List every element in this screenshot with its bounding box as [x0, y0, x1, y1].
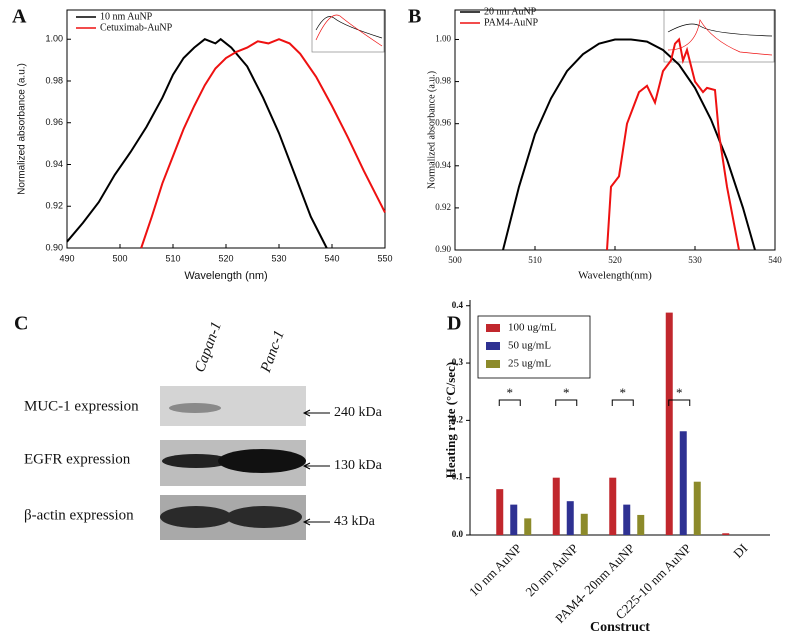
- legend-label: 100 ug/mL: [508, 322, 557, 334]
- data-line: [140, 38, 386, 249]
- bar: [566, 501, 574, 535]
- lane-label: Panc-1: [258, 328, 288, 375]
- bar: [510, 504, 518, 535]
- significance-bracket: [611, 399, 634, 406]
- significance-bracket: [668, 399, 691, 406]
- panel-label: C: [14, 313, 28, 335]
- legend-swatch: [486, 324, 500, 332]
- plot-frame: [454, 9, 776, 251]
- lane-label: Capan-1: [192, 320, 225, 375]
- data-line: [502, 38, 756, 251]
- data-line: [606, 37, 740, 251]
- y-tick-label: 0.0: [452, 529, 464, 539]
- y-axis-label: Normalized absorbance (a.u.): [426, 71, 437, 189]
- bar: [609, 477, 617, 535]
- y-tick-label: 0.1: [452, 472, 464, 482]
- annotation: *: [620, 385, 627, 400]
- y-axis-label: Normalized absorbance (a.u.): [17, 63, 28, 195]
- data-line: [66, 37, 328, 249]
- x-tick-label: 530: [688, 255, 702, 265]
- y-tick-label: 0.94: [435, 160, 451, 170]
- bar: [552, 477, 560, 535]
- bar: [524, 518, 532, 535]
- row-label: MUC-1 expression: [24, 398, 139, 414]
- x-tick-label: 540: [768, 255, 782, 265]
- x-tick-label: 550: [377, 253, 392, 263]
- row-label: EGFR expression: [24, 451, 131, 467]
- y-tick-label: 0.94: [45, 159, 63, 169]
- plot-frame: [66, 9, 386, 249]
- legend-swatch: [486, 360, 500, 368]
- significance-bracket: [498, 399, 521, 406]
- annotation: *: [563, 385, 570, 400]
- x-tick-label: 510: [165, 253, 180, 263]
- y-tick-label: 0.96: [45, 117, 63, 127]
- western-blot: [160, 386, 306, 540]
- legend-label: 50 ug/mL: [508, 340, 551, 352]
- marker-label: 43 kDa: [334, 514, 376, 529]
- legend-swatch: [486, 342, 500, 350]
- x-tick-label: 510: [528, 255, 542, 265]
- marker-label: 240 kDa: [334, 405, 383, 420]
- inset: [311, 9, 775, 63]
- y-axis-label: Heating rate (°C/sec): [443, 362, 458, 478]
- y-tick-label: 0.90: [45, 242, 63, 252]
- annotation: *: [676, 385, 683, 400]
- x-axis-label: Wavelength(nm): [578, 270, 652, 282]
- legend-box: [477, 315, 591, 379]
- bar: [665, 312, 673, 535]
- marker-arrow: [302, 518, 330, 526]
- x-tick-label: 20 nm AuNP: [522, 541, 581, 600]
- x-tick-label: 10 nm AuNP: [466, 541, 525, 600]
- x-tick-label: DI: [730, 541, 750, 561]
- x-tick-label: 530: [271, 253, 286, 263]
- bar: [623, 504, 631, 535]
- x-tick-label: 490: [59, 253, 74, 263]
- bar: [580, 513, 588, 535]
- row-label: β-actin expression: [24, 507, 134, 523]
- marker-arrow: [302, 409, 330, 417]
- marker-arrow: [302, 462, 330, 470]
- bar: [693, 481, 701, 535]
- bar: [496, 489, 504, 535]
- y-tick-label: 0.92: [45, 201, 63, 211]
- bar: [637, 514, 645, 535]
- y-tick-label: 0.98: [45, 75, 63, 85]
- legend-label: 25 ug/mL: [508, 358, 551, 370]
- y-tick-label: 0.98: [435, 76, 451, 86]
- x-tick-label: 520: [608, 255, 622, 265]
- y-tick-label: 1.00: [435, 34, 451, 44]
- x-axis-label: Wavelength (nm): [184, 270, 267, 282]
- x-tick-label: 500: [448, 255, 462, 265]
- y-tick-label: 0.2: [452, 414, 464, 424]
- y-tick-label: 0.4: [452, 300, 464, 310]
- annotation: *: [507, 385, 514, 400]
- x-tick-label: 500: [112, 253, 127, 263]
- panel-label: A: [12, 6, 27, 28]
- y-tick-label: 0.96: [435, 118, 451, 128]
- legend-label: PAM4-AuNP: [484, 17, 539, 28]
- panel-label: D: [447, 313, 461, 335]
- legend-label: Cetuximab-AuNP: [100, 22, 173, 33]
- x-tick-label: 540: [324, 253, 339, 263]
- panel-label: B: [408, 6, 421, 28]
- x-tick-label: 520: [218, 253, 233, 263]
- legend-label: 20 nm AuNP: [484, 6, 537, 17]
- y-tick-label: 0.92: [435, 202, 451, 212]
- bar: [679, 431, 687, 535]
- marker-label: 130 kDa: [334, 458, 383, 473]
- x-axis-label: Construct: [590, 620, 650, 635]
- y-tick-label: 0.90: [435, 244, 451, 254]
- bar: [722, 533, 730, 535]
- y-tick-label: 0.3: [452, 357, 464, 367]
- significance-bracket: [555, 399, 578, 406]
- y-tick-label: 1.00: [45, 34, 63, 44]
- legend-label: 10 nm AuNP: [100, 11, 153, 22]
